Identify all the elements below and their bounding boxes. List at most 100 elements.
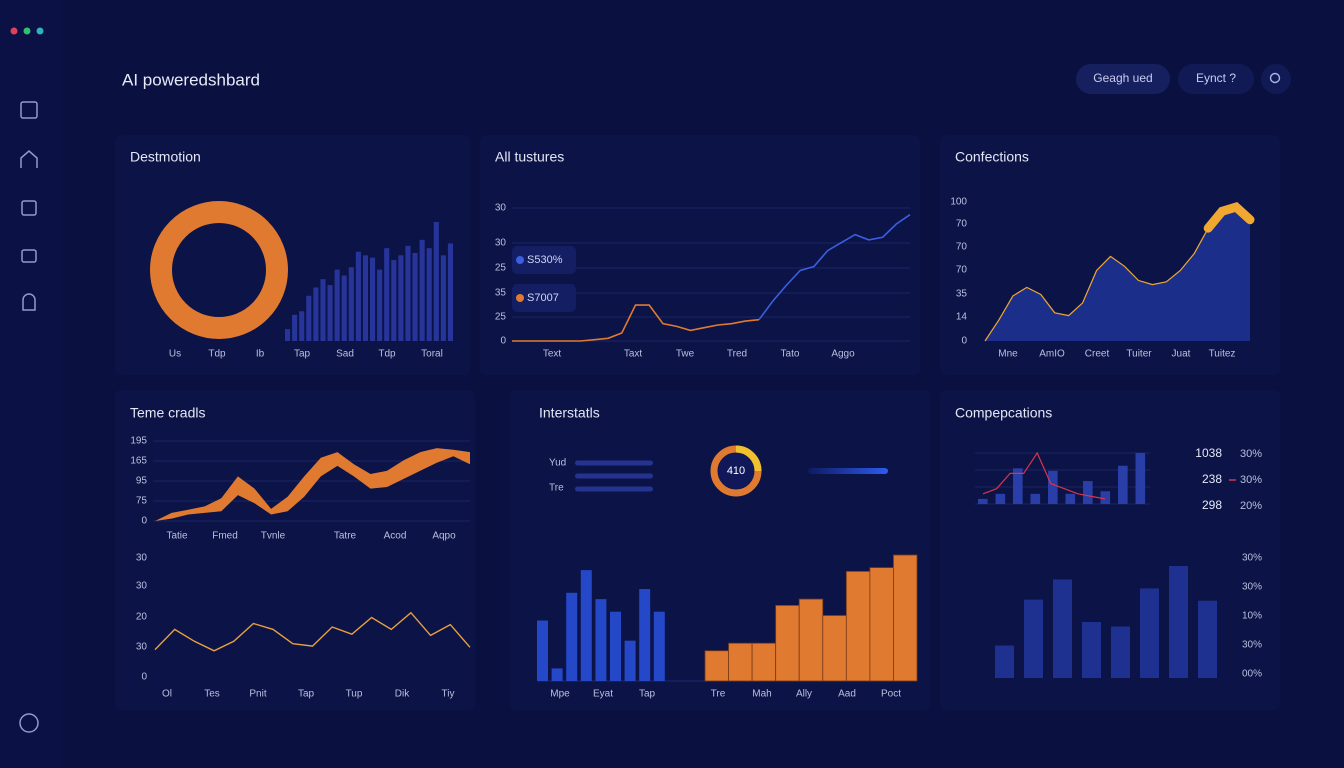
step-bar (845, 570, 871, 682)
panel-title: Teme cradls (130, 405, 205, 421)
bar (384, 248, 390, 341)
line (154, 611, 471, 652)
nav-icon[interactable] (21, 200, 37, 216)
panel-title: Interstatls (539, 405, 600, 421)
bar (1082, 622, 1101, 678)
y-tick-label: 70 (956, 219, 968, 230)
x-tick-label: Tap (298, 689, 315, 700)
bar (419, 239, 425, 341)
legend-box (512, 284, 576, 312)
bar (334, 269, 340, 341)
legend-label: S7007 (527, 292, 559, 304)
nav-icon[interactable] (19, 713, 39, 733)
x-tick-label: Dik (395, 689, 410, 700)
stat-pct: 30% (1240, 448, 1262, 460)
bar (1100, 491, 1111, 504)
x-tick-label: Tdp (378, 349, 396, 360)
area (985, 207, 1250, 341)
bar (580, 570, 592, 681)
x-tick-label: Aad (838, 689, 856, 700)
bar (595, 599, 607, 681)
bar (551, 668, 563, 681)
row-bar (575, 460, 653, 466)
bar (537, 620, 548, 681)
bar (1111, 626, 1130, 678)
y-tick-label: 30 (495, 203, 507, 214)
x-tick-label: Twe (676, 349, 695, 360)
bar (639, 589, 651, 681)
x-tick-label: Ib (256, 349, 265, 360)
line (512, 304, 760, 342)
x-tick-label: Tup (346, 689, 363, 700)
bar (1140, 588, 1159, 678)
stat-value: 238 (1202, 472, 1222, 486)
search-button[interactable] (1261, 64, 1291, 94)
bar (610, 611, 621, 681)
x-tick-label: Tdp (208, 349, 226, 360)
bar (362, 255, 369, 341)
x-tick-label: Tuitez (1209, 349, 1236, 360)
ring (150, 201, 288, 339)
x-tick-label: Juat (1172, 349, 1191, 360)
bar (391, 260, 397, 341)
x-tick-label: Tvnle (261, 531, 286, 542)
step-bar (798, 598, 824, 682)
x-tick-label: Tatre (334, 531, 357, 542)
x-tick-label: Tap (294, 349, 311, 360)
y-tick-label: 30% (1242, 640, 1262, 651)
y-tick-label: 30 (136, 581, 148, 592)
button[interactable] (1178, 64, 1254, 94)
x-tick-label: Tatie (166, 531, 188, 542)
y-tick-label: 0 (500, 336, 506, 347)
y-tick-label: 10% (1242, 611, 1262, 622)
sidebar (0, 0, 62, 768)
step-bar (822, 615, 847, 682)
panel (480, 135, 920, 375)
y-tick-label: 35 (956, 289, 968, 300)
step-bar (775, 605, 800, 682)
dot (36, 27, 44, 35)
bar (299, 311, 305, 341)
panel-title: All tustures (495, 149, 564, 165)
x-tick-label: Acod (384, 531, 407, 542)
bar (327, 285, 333, 341)
button-label[interactable]: Geagh ued (1093, 71, 1152, 85)
bar (377, 269, 383, 341)
nav-icon[interactable] (20, 150, 38, 168)
y-tick-label: 70 (956, 242, 968, 253)
x-tick-label: Fmed (212, 531, 238, 542)
dot (10, 27, 18, 35)
panel-title: Destmotion (130, 149, 201, 165)
x-tick-label: Tuiter (1126, 349, 1152, 360)
bar (398, 255, 404, 341)
y-tick-label: 25 (495, 312, 507, 323)
bar (995, 645, 1014, 678)
y-tick-label: 14 (956, 312, 968, 323)
nav-icon[interactable] (20, 101, 38, 119)
nav-icon[interactable] (21, 249, 37, 263)
bar (405, 245, 411, 341)
y-tick-label: 35 (495, 288, 507, 299)
button-label[interactable]: Eynct ? (1196, 71, 1236, 85)
bar (433, 222, 439, 341)
row-bar (575, 486, 653, 492)
stat-pct: 20% (1240, 500, 1262, 512)
x-tick-label: Eyat (593, 689, 613, 700)
y-tick-label: 0 (141, 672, 147, 683)
row-bar (575, 473, 653, 479)
x-tick-label: Mpe (550, 689, 570, 700)
y-tick-label: 70 (956, 265, 968, 276)
bar (1198, 600, 1217, 678)
button[interactable] (1076, 64, 1170, 94)
bar (1118, 465, 1128, 504)
bar (1013, 468, 1023, 504)
nav-icon[interactable] (22, 293, 36, 311)
x-tick-label: Tap (639, 689, 656, 700)
y-tick-label: 00% (1242, 669, 1262, 680)
y-tick-label: 20 (136, 612, 148, 623)
y-tick-label: 165 (130, 456, 147, 467)
donut-label: 410 (727, 465, 745, 477)
x-tick-label: Tes (204, 689, 220, 700)
x-tick-label: Tre (711, 689, 726, 700)
